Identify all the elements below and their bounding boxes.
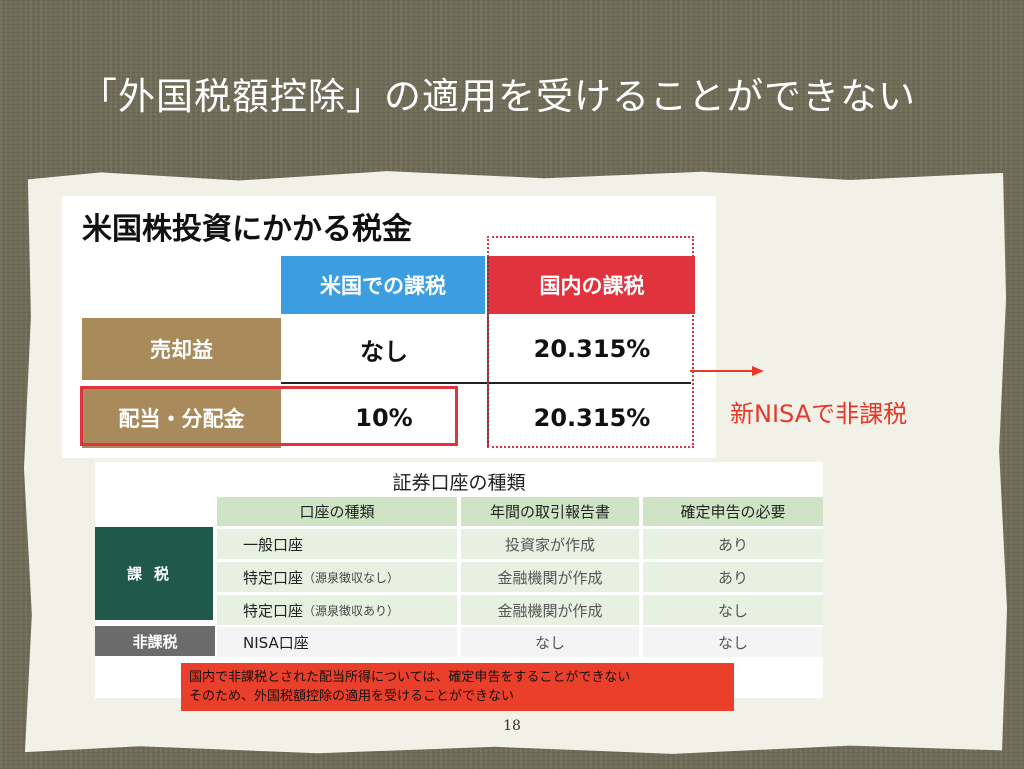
page-number: 18 [503, 718, 521, 734]
filing-cell: あり [643, 529, 823, 559]
tax-table-title: 米国株投資にかかる税金 [82, 212, 412, 247]
account-table-header: 口座の種類 年間の取引報告書 確定申告の必要 [95, 497, 823, 526]
slide-title: 「外国税額控除」の適用を受けることができない [80, 75, 916, 118]
report-cell: なし [461, 627, 639, 657]
domestic-tax-dotted-box [487, 236, 694, 448]
report-cell: 金融機関が作成 [461, 595, 639, 625]
row-divider [281, 382, 691, 384]
dividends-domestic: 20.315% [533, 404, 651, 432]
table-row: 特定口座 （源泉徴収なし） 金融機関が作成 あり [95, 562, 823, 592]
account-type-cell: 特定口座 （源泉徴収なし） [217, 562, 457, 592]
row-label-dividends: 配当・分配金 [82, 388, 281, 448]
report-cell: 金融機関が作成 [461, 562, 639, 592]
header-tax-filing: 確定申告の必要 [643, 497, 823, 526]
dividends-us: 10% [355, 404, 413, 432]
footnote-line-1: 国内で非課税とされた配当所得については、確定申告をすることができない [189, 670, 631, 685]
row-label-capital-gains: 売却益 [82, 318, 281, 380]
table-row: NISA口座 なし なし [95, 627, 823, 657]
header-account-type: 口座の種類 [217, 497, 457, 526]
header-annual-report: 年間の取引報告書 [461, 497, 639, 526]
account-type-cell: 特定口座 （源泉徴収あり） [217, 595, 457, 625]
account-type-cell: 一般口座 [217, 529, 457, 559]
nisa-tax-free-note: 新NISAで非課税 [730, 400, 908, 428]
footnote-line-2: そのため、外国税額控除の適用を受けることができない [189, 689, 515, 704]
footnote-box: 国内で非課税とされた配当所得については、確定申告をすることができない そのため、… [181, 663, 734, 711]
untaxed-group-label: 非課税 [95, 626, 215, 656]
tax-table: 米国株投資にかかる税金 米国での課税 国内の課税 売却益 なし 20.315% … [62, 196, 716, 458]
table-row: 一般口座 投資家が作成 あり [95, 529, 823, 559]
account-type-cell: NISA口座 [217, 627, 457, 657]
filing-cell: あり [643, 562, 823, 592]
account-table-title: 証券口座の種類 [392, 472, 526, 494]
arrow-right-icon [690, 366, 764, 376]
report-cell: 投資家が作成 [461, 529, 639, 559]
table-row: 特定口座 （源泉徴収あり） 金融機関が作成 なし [95, 595, 823, 625]
account-types-table: 証券口座の種類 口座の種類 年間の取引報告書 確定申告の必要 一般口座 投資家が… [95, 462, 823, 698]
capital-gains-us: なし [360, 337, 408, 366]
taxed-group-label: 課税 [95, 527, 213, 620]
header-domestic-tax: 国内の課税 [489, 256, 695, 314]
dividend-highlight-box [80, 386, 458, 446]
capital-gains-domestic: 20.315% [533, 335, 651, 363]
filing-cell: なし [643, 595, 823, 625]
header-us-tax: 米国での課税 [281, 256, 485, 314]
filing-cell: なし [643, 627, 823, 657]
